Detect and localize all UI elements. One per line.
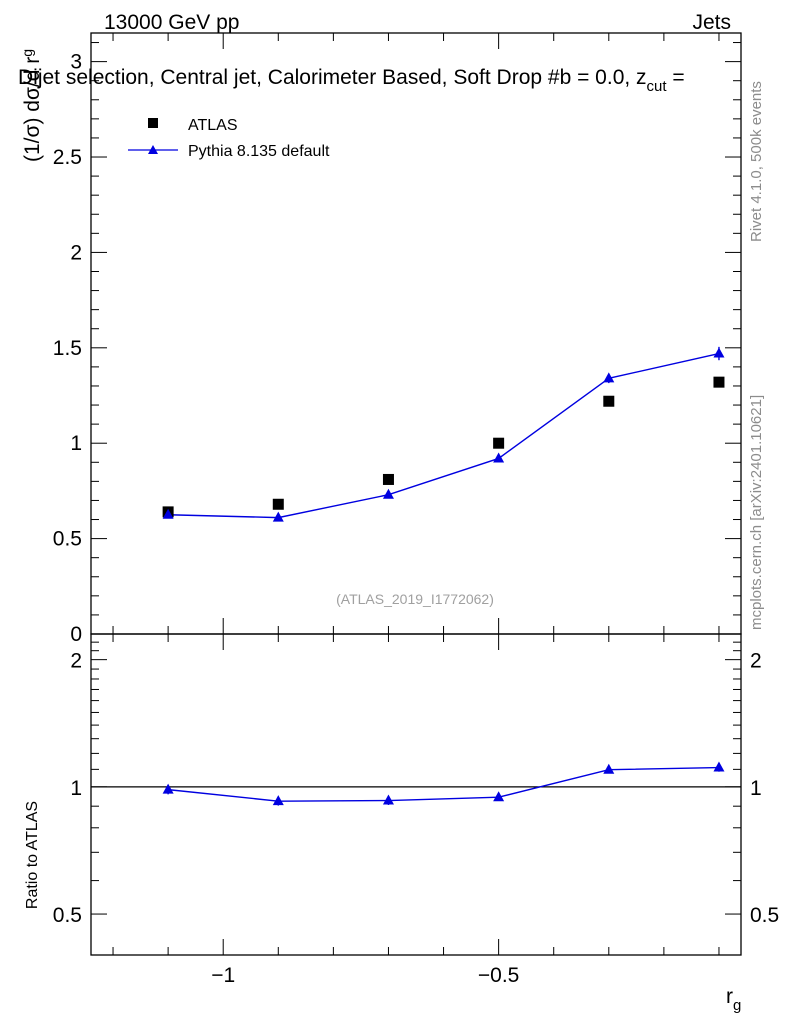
main-marks [162,346,725,522]
rivet-label: Rivet 4.1.0, 500k events [748,81,765,242]
data-point [272,498,284,510]
legend-mc-label: Pythia 8.135 default [188,143,330,160]
xlabel: rg [726,985,741,1014]
data-point [493,437,505,449]
main-ytick-label: 0 [70,623,82,646]
legend-data-label: ATLAS [188,117,238,134]
mc-point [272,511,284,522]
ratio-point [713,761,725,772]
main-ytick-label: 2 [70,241,82,264]
mcplots-label: mcplots.cern.ch [arXiv:2401.10621] [748,395,765,630]
ratio-line [168,766,719,802]
ratio-marks [162,761,725,806]
watermark: (ATLAS_2019_I1772062) [336,591,494,607]
mc-line [168,352,720,519]
ratio-ytick-label-right: 1 [750,777,762,800]
title-sub: cut [647,78,668,95]
ratio-point [162,783,174,794]
mc-point [162,508,174,519]
mc-point [493,452,505,463]
title-main: Dijet selection, Central jet, Calorimete… [18,66,647,89]
ratio-ytick-label-right: 2 [750,650,762,673]
ratio-frame [90,633,742,956]
ratio-ytick-label: 2 [70,650,82,673]
title-tail: = [667,66,685,89]
ratio-point [382,794,394,805]
header-left: 13000 GeV pp [104,11,239,34]
ratio-point [493,791,505,802]
mc-point [713,347,725,358]
chart-title: Dijet selection, Central jet, Calorimete… [18,66,685,95]
data-point [603,395,615,407]
mc-point [603,372,615,383]
ratio-ylabel: Ratio to ATLAS [24,801,41,909]
main-ytick-label: 3 [70,51,82,74]
ratio-ytick-label-right: 0.5 [750,904,779,927]
ratio-point [603,763,615,774]
xtick-label: −0.5 [478,964,519,987]
xtick-label: −1 [211,964,235,987]
ratio-point [272,795,284,806]
main-ytick-label: 1 [70,432,82,455]
data-point [713,376,725,388]
main-ylabel: (1/σ) dσ/d rg [19,49,44,162]
legend-data-marker [148,118,158,128]
main-ytick-label: 1.5 [53,337,82,360]
header-right: Jets [692,11,731,34]
data-point [382,473,394,485]
ratio-axes: −1 −0.5 0.5 0.5 1 1 2 2 [53,633,779,987]
ratio-ytick-label: 0.5 [53,904,82,927]
ratio-ytick-label: 1 [70,777,82,800]
main-ytick-label: 2.5 [53,146,82,169]
legend-mc-marker [148,145,158,154]
main-ytick-label: 0.5 [53,528,82,551]
mc-point [382,488,394,499]
